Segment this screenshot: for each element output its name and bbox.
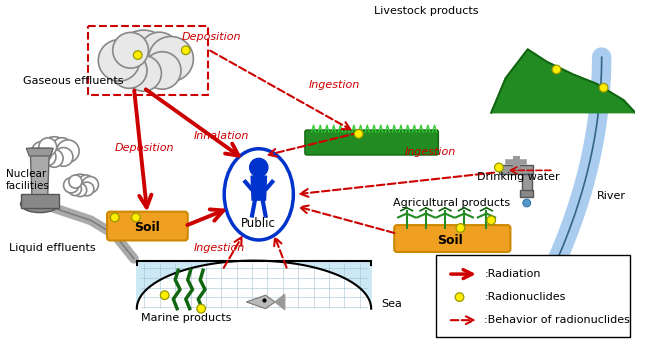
Ellipse shape xyxy=(20,195,59,212)
Polygon shape xyxy=(275,294,284,310)
Polygon shape xyxy=(30,148,50,201)
Text: :Radionuclides: :Radionuclides xyxy=(484,292,566,302)
Bar xyxy=(88,26,208,96)
Circle shape xyxy=(52,138,72,158)
Ellipse shape xyxy=(224,149,293,240)
Circle shape xyxy=(249,158,268,177)
Circle shape xyxy=(69,182,81,196)
Circle shape xyxy=(32,141,52,162)
Polygon shape xyxy=(491,49,636,113)
Circle shape xyxy=(38,148,56,166)
Circle shape xyxy=(523,199,531,207)
Text: Marine products: Marine products xyxy=(141,313,231,323)
Text: Inhalation: Inhalation xyxy=(193,131,249,141)
Text: Public: Public xyxy=(242,217,277,230)
Circle shape xyxy=(82,176,98,193)
Text: Ingestion: Ingestion xyxy=(309,80,360,90)
Circle shape xyxy=(113,33,148,68)
Text: Ingestion: Ingestion xyxy=(193,243,245,253)
Text: Soil: Soil xyxy=(437,234,463,247)
Text: Drinking water: Drinking water xyxy=(477,172,560,182)
Circle shape xyxy=(57,140,79,162)
Text: :Radiation: :Radiation xyxy=(484,269,541,279)
Circle shape xyxy=(46,149,63,167)
Circle shape xyxy=(456,224,465,232)
Text: Liquid effluents: Liquid effluents xyxy=(9,243,96,253)
Circle shape xyxy=(98,40,140,81)
FancyBboxPatch shape xyxy=(305,130,438,155)
Text: Soil: Soil xyxy=(135,222,160,235)
Circle shape xyxy=(63,178,79,193)
Circle shape xyxy=(160,291,169,300)
Circle shape xyxy=(69,175,82,188)
Text: Gaseous effluents: Gaseous effluents xyxy=(22,76,123,86)
Circle shape xyxy=(599,83,608,92)
Text: Ingestion: Ingestion xyxy=(405,147,456,157)
Circle shape xyxy=(487,216,496,225)
Circle shape xyxy=(455,293,464,301)
Circle shape xyxy=(69,174,90,195)
Circle shape xyxy=(133,51,142,60)
Polygon shape xyxy=(26,148,53,156)
Circle shape xyxy=(115,30,172,88)
Circle shape xyxy=(143,52,181,89)
Text: :Behavior of radionuclides: :Behavior of radionuclides xyxy=(484,315,630,325)
Text: River: River xyxy=(597,191,626,201)
Circle shape xyxy=(552,65,561,74)
Text: Sea: Sea xyxy=(381,299,402,309)
Circle shape xyxy=(74,183,86,197)
Circle shape xyxy=(79,175,93,189)
Circle shape xyxy=(54,148,73,166)
Circle shape xyxy=(182,46,190,55)
Polygon shape xyxy=(251,176,267,200)
Circle shape xyxy=(39,138,57,156)
Polygon shape xyxy=(499,164,533,174)
Polygon shape xyxy=(20,194,59,208)
Text: Livestock products: Livestock products xyxy=(374,6,478,16)
Circle shape xyxy=(125,56,162,91)
Circle shape xyxy=(80,182,94,196)
Circle shape xyxy=(494,163,503,172)
Circle shape xyxy=(110,213,119,222)
Polygon shape xyxy=(246,295,275,309)
Text: Deposition: Deposition xyxy=(115,143,174,153)
Circle shape xyxy=(40,137,69,166)
Text: Nuclear
facilities: Nuclear facilities xyxy=(6,169,50,191)
Polygon shape xyxy=(520,190,533,197)
Circle shape xyxy=(197,304,205,313)
Circle shape xyxy=(140,32,179,71)
Circle shape xyxy=(354,130,363,138)
Circle shape xyxy=(112,52,147,88)
Circle shape xyxy=(131,213,140,222)
Polygon shape xyxy=(522,174,531,191)
Text: Agricultural products: Agricultural products xyxy=(393,198,510,208)
FancyBboxPatch shape xyxy=(436,255,630,337)
Text: Deposition: Deposition xyxy=(182,32,242,42)
FancyBboxPatch shape xyxy=(107,212,187,240)
Circle shape xyxy=(148,36,193,82)
FancyBboxPatch shape xyxy=(394,225,510,252)
Polygon shape xyxy=(137,261,371,309)
